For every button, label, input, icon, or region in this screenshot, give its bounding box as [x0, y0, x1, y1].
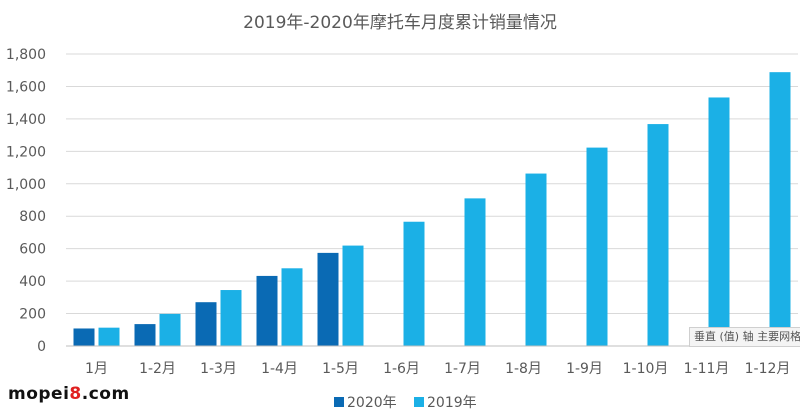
bar-2019: [586, 147, 608, 346]
bar-2019: [159, 313, 181, 346]
axis-tooltip: 垂直 (值) 轴 主要网格线: [689, 327, 800, 347]
y-tick-label: 200: [19, 307, 46, 323]
legend-label: 2020年: [347, 395, 397, 411]
y-tick-label: 400: [19, 274, 46, 290]
y-tick-label: 800: [19, 209, 46, 225]
bar-2019: [464, 198, 486, 346]
y-tick-label: 1,600: [6, 79, 46, 95]
y-tick-label: 0: [37, 339, 46, 355]
x-tick-label: 1-7月: [444, 361, 481, 377]
legend-swatch: [334, 397, 344, 407]
legend-label: 2019年: [427, 395, 477, 411]
bar-2020: [73, 328, 95, 346]
bar-2019: [281, 268, 303, 346]
x-tick-label: 1-10月: [623, 361, 669, 377]
x-tick-label: 1-12月: [745, 361, 791, 377]
y-tick-label: 1,000: [6, 177, 46, 193]
x-tick-label: 1-3月: [200, 361, 237, 377]
bar-2020: [134, 324, 156, 346]
bar-2020: [195, 302, 217, 346]
x-tick-label: 1-4月: [261, 361, 298, 377]
bar-2019: [708, 97, 730, 346]
bar-2019: [220, 290, 242, 346]
chart-title: 2019年-2020年摩托车月度累计销量情况: [243, 13, 557, 33]
bar-2019: [342, 245, 364, 346]
x-tick-label: 1-5月: [322, 361, 359, 377]
legend-swatch: [414, 397, 424, 407]
y-tick-label: 1,400: [6, 112, 46, 128]
bar-2020: [256, 275, 278, 346]
bar-2019: [403, 221, 425, 346]
bar-2019: [647, 124, 669, 346]
bar-2020: [317, 252, 339, 346]
x-tick-label: 1-8月: [505, 361, 542, 377]
bar-2019: [525, 173, 547, 346]
x-tick-label: 1月: [85, 361, 108, 377]
y-tick-label: 600: [19, 242, 46, 258]
x-tick-label: 1-11月: [684, 361, 730, 377]
x-tick-label: 1-9月: [566, 361, 603, 377]
bar-2019: [769, 72, 791, 347]
y-tick-label: 1,800: [6, 47, 46, 63]
y-tick-label: 1,200: [6, 144, 46, 160]
x-tick-label: 1-2月: [139, 361, 176, 377]
bar-2019: [98, 327, 120, 346]
x-tick-label: 1-6月: [383, 361, 420, 377]
watermark: mopei8.com: [8, 384, 130, 404]
